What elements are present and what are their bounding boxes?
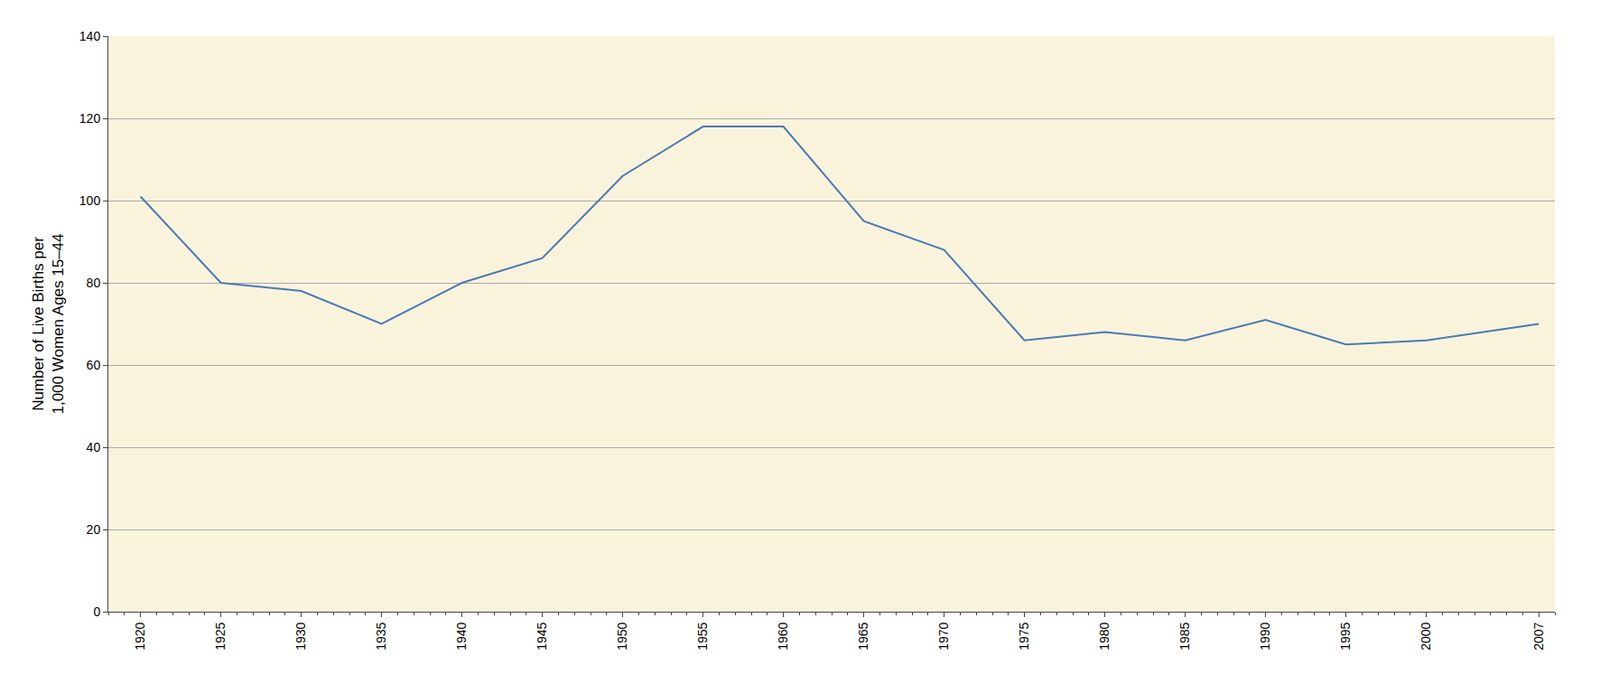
svg-text:140: 140: [79, 28, 102, 44]
svg-text:1995: 1995: [1338, 621, 1353, 650]
svg-text:1965: 1965: [855, 621, 871, 650]
svg-text:1945: 1945: [534, 621, 549, 650]
svg-text:20: 20: [86, 521, 102, 537]
svg-text:2000: 2000: [1418, 621, 1433, 650]
svg-text:1990: 1990: [1257, 621, 1273, 650]
svg-text:80: 80: [86, 275, 102, 290]
svg-text:0: 0: [93, 604, 101, 619]
svg-text:1940: 1940: [454, 621, 469, 650]
svg-text:40: 40: [86, 439, 102, 455]
svg-text:1960: 1960: [775, 621, 791, 650]
svg-text:120: 120: [79, 111, 102, 126]
svg-text:1980: 1980: [1097, 621, 1112, 650]
svg-text:1955: 1955: [695, 621, 710, 650]
svg-text:100: 100: [79, 193, 102, 208]
svg-text:1920: 1920: [132, 621, 148, 650]
svg-text:2007: 2007: [1531, 621, 1546, 650]
svg-text:1975: 1975: [1016, 621, 1032, 650]
svg-text:1930: 1930: [293, 621, 308, 650]
svg-text:1985: 1985: [1177, 621, 1192, 650]
svg-text:1970: 1970: [936, 621, 951, 650]
svg-text:1935: 1935: [373, 621, 389, 650]
svg-text:1950: 1950: [614, 621, 630, 650]
svg-text:Number of Live Births per1,000: Number of Live Births per1,000 Women Age…: [29, 232, 67, 414]
svg-text:1925: 1925: [213, 621, 228, 650]
svg-text:60: 60: [86, 357, 102, 373]
